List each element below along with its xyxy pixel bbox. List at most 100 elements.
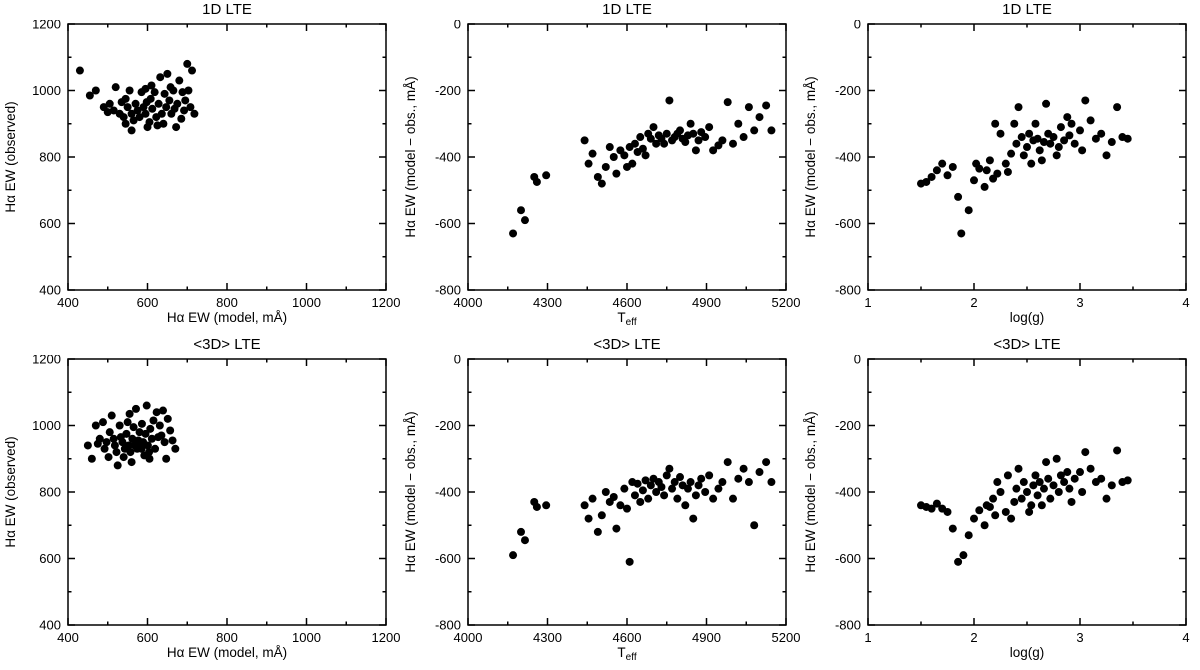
svg-text:600: 600: [39, 216, 61, 231]
axis-labels: 1 2 3 4 0 -200 -400 -600 -800 log(g) Hα EW (model …: [803, 355, 1190, 660]
svg-text:1000: 1000: [32, 83, 61, 98]
scatter-plot-1d-logg-vs-diff: 1 2 3 4 0 -200 -400 -600 -800 log(g) Hα EW (model …: [803, 20, 1190, 325]
svg-text:-400: -400: [435, 150, 461, 165]
svg-text:-400: -400: [435, 485, 461, 500]
svg-text:1200: 1200: [32, 20, 61, 32]
svg-text:0: 0: [854, 355, 861, 367]
svg-text:-800: -800: [835, 283, 861, 298]
axes-frame: [67, 23, 387, 291]
svg-text:1200: 1200: [372, 295, 400, 310]
svg-text:Hα EW (model − obs., mÅ): Hα EW (model − obs., mÅ): [803, 76, 818, 237]
panel-1d-logg-vs-diff: 1D LTE 1 2 3 4 0 -200 -400 -600 -800 log(g) Hα EW …: [800, 0, 1200, 335]
svg-text:Hα EW (observed): Hα EW (observed): [3, 436, 18, 547]
svg-text:4: 4: [1182, 630, 1189, 645]
chart-title: <3D> LTE: [193, 336, 261, 353]
svg-text:-200: -200: [835, 83, 861, 98]
svg-text:1: 1: [864, 630, 871, 645]
panel-3d-model-vs-observed: <3D> LTE 400 600 800 1000 1200 400 600 800 1000 1…: [0, 335, 400, 670]
svg-text:Teff: Teff: [617, 645, 636, 663]
svg-text:800: 800: [39, 485, 61, 500]
chart-title: 1D LTE: [202, 1, 252, 18]
svg-text:-200: -200: [435, 83, 461, 98]
data-points: [75, 59, 199, 135]
svg-text:-200: -200: [435, 418, 461, 433]
data-points: [509, 96, 776, 238]
svg-text:-800: -800: [435, 283, 461, 298]
svg-text:log(g): log(g): [1010, 645, 1045, 660]
svg-text:-600: -600: [435, 216, 461, 231]
axes-frame: [867, 23, 1187, 291]
svg-text:600: 600: [137, 630, 159, 645]
svg-text:400: 400: [39, 618, 61, 633]
svg-text:600: 600: [39, 551, 61, 566]
scatter-plot-3d-model-vs-observed: 400 600 800 1000 1200 400 600 800 1000 1200 Hα EW …: [3, 355, 400, 660]
chart-title: 1D LTE: [1002, 1, 1052, 18]
axis-labels: 4000 4300 4600 4900 5200 0 -200 -400 -600 -800 Tef…: [403, 355, 800, 663]
svg-text:4900: 4900: [692, 295, 721, 310]
svg-text:1200: 1200: [372, 630, 400, 645]
chart-title: <3D> LTE: [593, 336, 661, 353]
axis-labels: 400 600 800 1000 1200 400 600 800 1000 1200 Hα EW …: [3, 20, 400, 325]
svg-text:Hα EW (model − obs., mÅ): Hα EW (model − obs., mÅ): [803, 411, 818, 572]
svg-text:4000: 4000: [454, 295, 483, 310]
svg-text:Hα EW (model − obs., mÅ): Hα EW (model − obs., mÅ): [403, 411, 418, 572]
panel-1d-model-vs-observed: 1D LTE 400 600 800 1000 1200 400 600 800 1000 120…: [0, 0, 400, 335]
axes-frame: [467, 358, 787, 626]
svg-text:-400: -400: [835, 150, 861, 165]
svg-text:4300: 4300: [533, 295, 562, 310]
svg-text:-400: -400: [835, 485, 861, 500]
svg-text:1200: 1200: [32, 355, 61, 367]
svg-text:800: 800: [39, 150, 61, 165]
panel-3d-teff-vs-diff: <3D> LTE 4000 4300 4600 4900 5200 0 -200 -400 -6…: [400, 335, 800, 670]
scatter-plot-1d-teff-vs-diff: 4000 4300 4600 4900 5200 0 -200 -400 -600 -800 Tef…: [403, 20, 800, 328]
svg-text:3: 3: [1076, 630, 1083, 645]
svg-text:5200: 5200: [772, 295, 800, 310]
svg-text:4900: 4900: [692, 630, 721, 645]
scatter-plot-1d-model-vs-observed: 400 600 800 1000 1200 400 600 800 1000 1200 Hα EW …: [3, 20, 400, 325]
axis-labels: 400 600 800 1000 1200 400 600 800 1000 1200 Hα EW …: [3, 355, 400, 660]
svg-text:4600: 4600: [613, 630, 642, 645]
svg-text:4000: 4000: [454, 630, 483, 645]
svg-text:-800: -800: [835, 618, 861, 633]
chart-title: 1D LTE: [602, 1, 652, 18]
svg-text:400: 400: [39, 283, 61, 298]
axis-labels: 4000 4300 4600 4900 5200 0 -200 -400 -600 -800 Tef…: [403, 20, 800, 328]
svg-text:0: 0: [454, 355, 461, 367]
svg-text:Hα EW (model, mÅ): Hα EW (model, mÅ): [167, 645, 287, 660]
chart-title: <3D> LTE: [993, 336, 1061, 353]
svg-text:-800: -800: [435, 618, 461, 633]
svg-text:1: 1: [864, 295, 871, 310]
svg-text:-600: -600: [835, 216, 861, 231]
svg-text:4600: 4600: [613, 295, 642, 310]
svg-text:600: 600: [137, 295, 159, 310]
data-points: [917, 446, 1132, 566]
data-points: [509, 458, 776, 566]
axes-frame: [867, 358, 1187, 626]
svg-text:Hα EW (observed): Hα EW (observed): [3, 101, 18, 212]
panel-3d-logg-vs-diff: <3D> LTE 1 2 3 4 0 -200 -400 -600 -800 log(g) Hα E…: [800, 335, 1200, 670]
scatter-plot-3d-teff-vs-diff: 4000 4300 4600 4900 5200 0 -200 -400 -600 -800 Tef…: [403, 355, 800, 663]
svg-text:Hα EW (model − obs., mÅ): Hα EW (model − obs., mÅ): [403, 76, 418, 237]
svg-text:800: 800: [216, 630, 238, 645]
panel-1d-teff-vs-diff: 1D LTE 4000 4300 4600 4900 5200 0 -200 -400 -600…: [400, 0, 800, 335]
svg-text:Hα EW (model, mÅ): Hα EW (model, mÅ): [167, 310, 287, 325]
data-points: [83, 401, 180, 470]
svg-text:400: 400: [57, 295, 79, 310]
svg-text:2: 2: [970, 295, 977, 310]
svg-text:0: 0: [854, 20, 861, 32]
axis-labels: 1 2 3 4 0 -200 -400 -600 -800 log(g) Hα EW (model …: [803, 20, 1190, 325]
svg-text:4300: 4300: [533, 630, 562, 645]
scatter-plot-3d-logg-vs-diff: 1 2 3 4 0 -200 -400 -600 -800 log(g) Hα EW (model …: [803, 355, 1190, 660]
svg-text:log(g): log(g): [1010, 310, 1045, 325]
svg-text:-600: -600: [435, 551, 461, 566]
svg-text:-600: -600: [835, 551, 861, 566]
svg-text:4: 4: [1182, 295, 1189, 310]
svg-text:1000: 1000: [32, 418, 61, 433]
svg-text:3: 3: [1076, 295, 1083, 310]
data-points: [917, 96, 1132, 238]
svg-text:1000: 1000: [292, 630, 321, 645]
svg-text:5200: 5200: [772, 630, 800, 645]
svg-text:0: 0: [454, 20, 461, 32]
svg-text:-200: -200: [835, 418, 861, 433]
